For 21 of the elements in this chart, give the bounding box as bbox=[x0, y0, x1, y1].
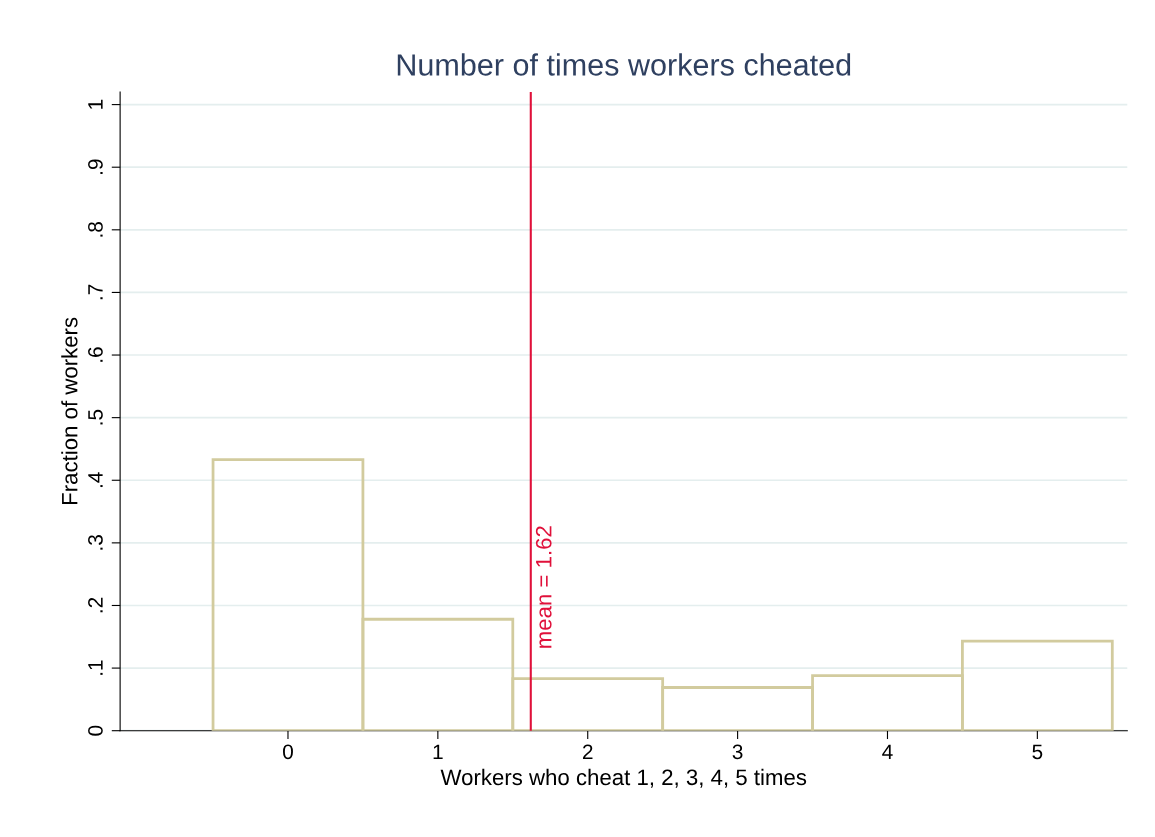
y-tick-label: .4 bbox=[88, 472, 103, 488]
y-tick-label: .5 bbox=[88, 409, 103, 425]
y-tick-label: .8 bbox=[88, 222, 103, 237]
x-tick-label: 2 bbox=[582, 744, 593, 759]
x-axis-title: Workers who cheat 1, 2, 3, 4, 5 times bbox=[440, 768, 807, 788]
y-axis-title: Fraction of workers bbox=[61, 317, 78, 505]
x-tick-label: 1 bbox=[433, 744, 443, 759]
y-tick-label: .3 bbox=[88, 535, 103, 550]
y-tick-label: .6 bbox=[88, 347, 103, 362]
x-tick-label: 3 bbox=[732, 744, 743, 760]
x-tick-label: 5 bbox=[1032, 744, 1043, 760]
y-tick-label: .1 bbox=[88, 660, 103, 675]
chart-title: Number of times workers cheated bbox=[397, 53, 851, 76]
x-tick-label: 4 bbox=[882, 744, 893, 759]
y-tick-label: .2 bbox=[88, 597, 103, 613]
y-tick-label: 1 bbox=[88, 99, 103, 109]
ref-line-label: mean = 1.62 bbox=[535, 526, 552, 648]
y-tick-label: 0 bbox=[88, 725, 103, 736]
y-tick-label: .9 bbox=[88, 159, 103, 174]
y-tick-label: .7 bbox=[88, 284, 103, 300]
x-tick-label: 0 bbox=[283, 744, 293, 760]
